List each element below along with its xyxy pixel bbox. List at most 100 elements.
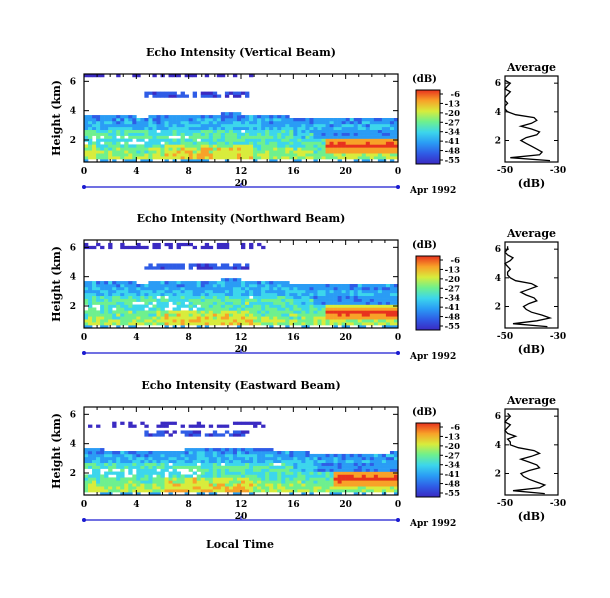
heatmap-cell — [188, 307, 193, 311]
heatmap-cell — [196, 486, 202, 490]
heatmap-cell — [120, 153, 125, 157]
heatmap-cell — [164, 115, 169, 119]
heatmap-cell — [128, 483, 133, 487]
heatmap-cell — [176, 281, 181, 285]
heatmap-cell — [369, 307, 375, 311]
heatmap-cell — [168, 147, 173, 151]
heatmap-cell — [196, 281, 202, 285]
heatmap-cell — [241, 468, 246, 472]
heatmap-cell — [365, 477, 371, 481]
heatmap-cell — [196, 132, 202, 136]
heatmap-cell — [100, 483, 105, 487]
heatmap-cell — [164, 316, 169, 320]
heatmap-cell — [188, 120, 193, 125]
heatmap-cell — [204, 159, 210, 163]
heatmap-cell — [385, 310, 391, 314]
heatmap-cell — [349, 459, 355, 464]
heatmap-cell — [289, 307, 294, 311]
heatmap-cell — [329, 468, 334, 472]
heatmap-cell — [84, 462, 89, 466]
heatmap-cell — [353, 456, 359, 461]
heatmap-cell — [257, 453, 262, 458]
heatmap-cell — [257, 304, 262, 308]
heatmap-cell — [393, 298, 399, 302]
heatmap-cell — [241, 91, 246, 95]
heatmap-cell — [236, 278, 242, 282]
heatmap-cell — [176, 298, 181, 302]
heatmap-cell — [341, 123, 346, 128]
heatmap-cell — [124, 307, 129, 311]
heatmap-cell — [377, 319, 383, 323]
heatmap-cell — [176, 94, 181, 98]
heatmap-cell — [104, 135, 109, 139]
heatmap-cell — [341, 129, 346, 133]
heatmap-cell — [120, 156, 125, 160]
heatmap-cell — [176, 307, 181, 311]
heatmap-cell — [112, 123, 117, 128]
heatmap-cell — [289, 322, 294, 326]
avg-y-tick-label: 4 — [495, 108, 501, 118]
heatmap-cell — [160, 135, 165, 139]
heatmap-cell — [313, 477, 318, 481]
heatmap-cell — [301, 492, 306, 496]
heatmap-cell — [245, 147, 250, 151]
heatmap-cell — [176, 304, 181, 308]
heatmap-cell — [108, 319, 113, 323]
heatmap-cell — [253, 421, 258, 425]
heatmap-cell — [309, 453, 314, 458]
heatmap-cell — [132, 316, 137, 320]
heatmap-cell — [180, 486, 185, 490]
heatmap-cell — [208, 424, 214, 428]
heatmap-cell — [377, 286, 383, 291]
heatmap-cell — [92, 465, 97, 469]
heatmap-cell — [88, 310, 93, 314]
heatmap-cell — [128, 477, 133, 481]
heatmap-cell — [220, 284, 226, 288]
heatmap-cell — [116, 74, 121, 78]
heatmap-cell — [228, 462, 234, 466]
heatmap-cell — [305, 451, 310, 455]
heatmap-cell — [297, 159, 302, 163]
heatmap-cell — [305, 123, 310, 128]
heatmap-cell — [208, 245, 214, 250]
heatmap-cell — [261, 129, 266, 133]
heatmap-cell — [361, 465, 367, 469]
heatmap-cell — [249, 301, 254, 305]
heatmap-cell — [357, 480, 363, 484]
heatmap-cell — [96, 135, 101, 139]
heatmap-cell — [277, 477, 282, 481]
heatmap-cell — [313, 480, 318, 484]
heatmap-cell — [168, 451, 173, 455]
heatmap-cell — [164, 477, 169, 481]
heatmap-cell — [325, 465, 330, 469]
heatmap-cell — [208, 118, 214, 122]
heatmap-cell — [241, 421, 246, 425]
y-axis-label: Height (km) — [50, 80, 63, 156]
heatmap-cell — [273, 289, 278, 294]
heatmap-cell — [104, 159, 109, 163]
heatmap-cell — [136, 147, 141, 151]
heatmap-cell — [96, 286, 101, 291]
heatmap-cell — [164, 156, 169, 160]
heatmap-cell — [180, 453, 185, 458]
heatmap-cell — [261, 298, 266, 302]
heatmap-cell — [313, 483, 318, 487]
heatmap-cell — [297, 286, 302, 291]
heatmap-cell — [92, 153, 97, 157]
heatmap-cell — [128, 486, 133, 490]
heatmap-cell — [236, 421, 242, 425]
heatmap-cell — [104, 462, 109, 466]
heatmap-cell — [349, 486, 355, 490]
heatmap-cell — [144, 91, 149, 95]
heatmap-cell — [180, 91, 185, 95]
heatmap-cell — [245, 486, 250, 490]
heatmap-cell — [297, 313, 302, 317]
heatmap-cell — [361, 322, 367, 326]
heatmap-cell — [176, 118, 181, 122]
heatmap-cell — [345, 132, 350, 136]
heatmap-cell — [208, 486, 214, 490]
heatmap-cell — [160, 477, 165, 481]
heatmap-cell — [148, 138, 153, 142]
heatmap-cell — [140, 132, 145, 136]
heatmap-cell — [289, 492, 294, 496]
